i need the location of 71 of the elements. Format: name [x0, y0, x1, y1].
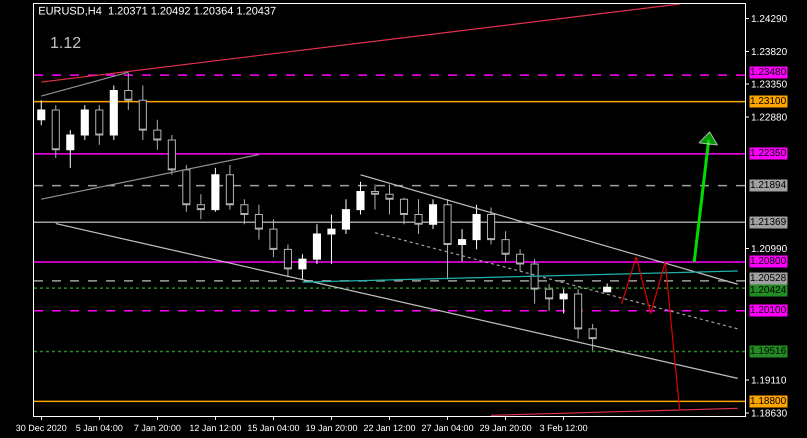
x-tick-label: 27 Jan 04:00 — [422, 422, 474, 433]
candlestick — [66, 130, 74, 168]
candlestick — [414, 198, 423, 235]
candlestick — [124, 72, 132, 110]
ref-line-label: 1.23100 — [750, 96, 787, 107]
candlestick — [240, 198, 248, 225]
candlestick — [545, 284, 554, 312]
x-tick-label: 19 Jan 20:00 — [305, 422, 358, 433]
candlestick — [226, 164, 234, 210]
candlestick — [502, 230, 510, 262]
y-tick-label: 1.23350 — [751, 80, 788, 91]
candlestick — [269, 218, 278, 258]
candlestick — [516, 248, 524, 272]
y-tick-label: 1.20990 — [751, 244, 788, 256]
candlestick — [153, 119, 162, 150]
ref-line-label: 1.18800 — [750, 396, 787, 407]
candlestick — [385, 184, 394, 216]
ref-line-label: 1.20100 — [750, 305, 787, 316]
y-tick-label: 1.18630 — [751, 408, 788, 420]
ref-line-label: 1.20424 — [750, 285, 787, 296]
candlestick — [182, 164, 190, 212]
candlestick — [211, 167, 220, 212]
x-tick-label: 15 Jan 04:00 — [247, 422, 300, 433]
ref-line-label: 1.23480 — [750, 67, 787, 78]
annotation: 1.12 — [50, 35, 82, 52]
candlestick — [400, 197, 408, 225]
candlestick — [138, 85, 147, 140]
candlestick — [95, 104, 104, 146]
candlestick — [487, 207, 496, 246]
candlestick — [588, 323, 597, 351]
x-tick-label: 3 Feb 12:00 — [540, 422, 588, 433]
candlestick — [443, 198, 452, 280]
candlestick — [80, 104, 89, 140]
candlestick — [560, 288, 568, 314]
candlestick — [284, 244, 292, 278]
candlestick — [168, 134, 176, 176]
y-tick-label: 1.22880 — [751, 112, 788, 124]
y-tick-label: 1.23820 — [751, 46, 788, 58]
candlestick — [312, 224, 321, 265]
ref-line-label: 1.21894 — [750, 180, 787, 191]
x-tick-label: 5 Jan 04:00 — [76, 422, 123, 433]
ref-line-label: 1.22350 — [750, 148, 787, 159]
ref-line-label: 1.19516 — [750, 346, 787, 357]
candlestick — [428, 198, 438, 230]
candlestick — [370, 184, 380, 210]
x-tick-label: 30 Dec 2020 — [16, 422, 67, 433]
y-tick-label: 1.19110 — [751, 375, 787, 386]
x-tick-label: 12 Jan 12:00 — [189, 422, 242, 433]
ref-line-label: 1.21369 — [750, 217, 787, 228]
candlestick — [472, 204, 481, 250]
candlestick — [110, 85, 118, 140]
candlestick — [458, 228, 466, 262]
candlestick — [52, 104, 60, 159]
ref-line-label: 1.20800 — [750, 256, 787, 267]
candlestick — [196, 194, 205, 220]
candlestick — [254, 204, 263, 240]
candlestick — [530, 258, 539, 304]
x-tick-label: 7 Jan 20:00 — [134, 422, 181, 433]
candlestick — [37, 100, 46, 126]
y-tick-label: 1.24290 — [751, 14, 788, 26]
ref-line-label: 1.20528 — [750, 273, 787, 284]
candlestick — [327, 214, 336, 265]
x-tick-label: 22 Jan 12:00 — [363, 422, 416, 433]
line-series — [621, 256, 680, 412]
chart-title: EURUSD,H4 1.20371 1.20492 1.20364 1.20437 — [38, 5, 276, 18]
candlestick — [356, 181, 365, 216]
candlestick — [574, 288, 582, 340]
candlestick — [298, 254, 306, 280]
candlestick — [342, 198, 350, 235]
x-tick-label: 29 Jan 20:00 — [480, 422, 532, 433]
candlestick — [603, 282, 612, 293]
